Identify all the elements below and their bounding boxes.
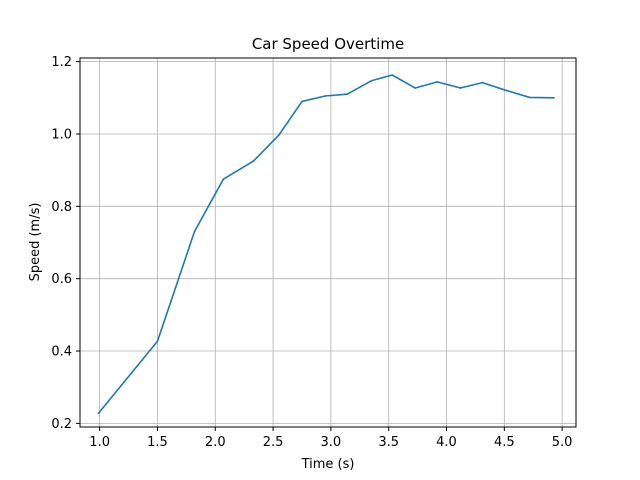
y-axis-label: Speed (m/s) xyxy=(28,203,43,282)
speed-data-point xyxy=(391,74,393,76)
grid-lines xyxy=(80,58,576,427)
speed-data-point xyxy=(414,87,417,89)
speed-data-point xyxy=(370,79,373,82)
y-tick-label: 0.4 xyxy=(51,345,72,360)
y-tick-label: 0.2 xyxy=(51,417,72,432)
x-tick-label: 2.0 xyxy=(205,435,226,450)
speed-data-point xyxy=(528,96,531,99)
x-tick-label: 4.5 xyxy=(494,435,515,450)
x-axis-label: Time (s) xyxy=(301,457,355,472)
speed-data-point xyxy=(505,89,508,92)
speed-data-point xyxy=(156,340,159,343)
y-tick-label: 1.0 xyxy=(51,127,72,142)
x-tick-label: 5.0 xyxy=(552,435,573,450)
x-tick-label: 3.5 xyxy=(378,435,399,450)
speed-data-point xyxy=(459,87,462,89)
x-tick-label: 4.0 xyxy=(436,435,457,450)
speed-data-point xyxy=(436,81,439,83)
speed-data-point xyxy=(324,95,326,97)
x-tick-label: 3.0 xyxy=(321,435,342,450)
speed-data-point xyxy=(481,81,484,84)
speed-data-point xyxy=(553,96,555,99)
y-tick-label: 0.8 xyxy=(51,200,72,215)
x-tick-label: 1.5 xyxy=(147,435,168,450)
speed-data-point xyxy=(301,100,303,103)
chart-title: Car Speed Overtime xyxy=(252,35,404,53)
y-tick-label: 0.6 xyxy=(51,272,72,287)
speed-data-point xyxy=(252,160,255,162)
axis-ticks: 1.0 1.5 2.0 2.5 3.0 3.5 4.0 4.5 5.0 0.2 0.4 0.6 0.8 1… xyxy=(51,55,572,450)
x-tick-label: 1.0 xyxy=(89,435,110,450)
plot-area-frame xyxy=(79,57,577,428)
speed-data-point xyxy=(222,178,225,180)
speed-data-point xyxy=(97,412,100,415)
speed-data-point xyxy=(193,230,196,233)
series-layer xyxy=(97,74,555,415)
x-tick-label: 2.5 xyxy=(263,435,284,450)
y-tick-label: 1.2 xyxy=(51,55,72,70)
speed-data-point xyxy=(278,134,280,136)
speed-data-point xyxy=(346,93,348,95)
speed-series-line xyxy=(97,74,555,415)
